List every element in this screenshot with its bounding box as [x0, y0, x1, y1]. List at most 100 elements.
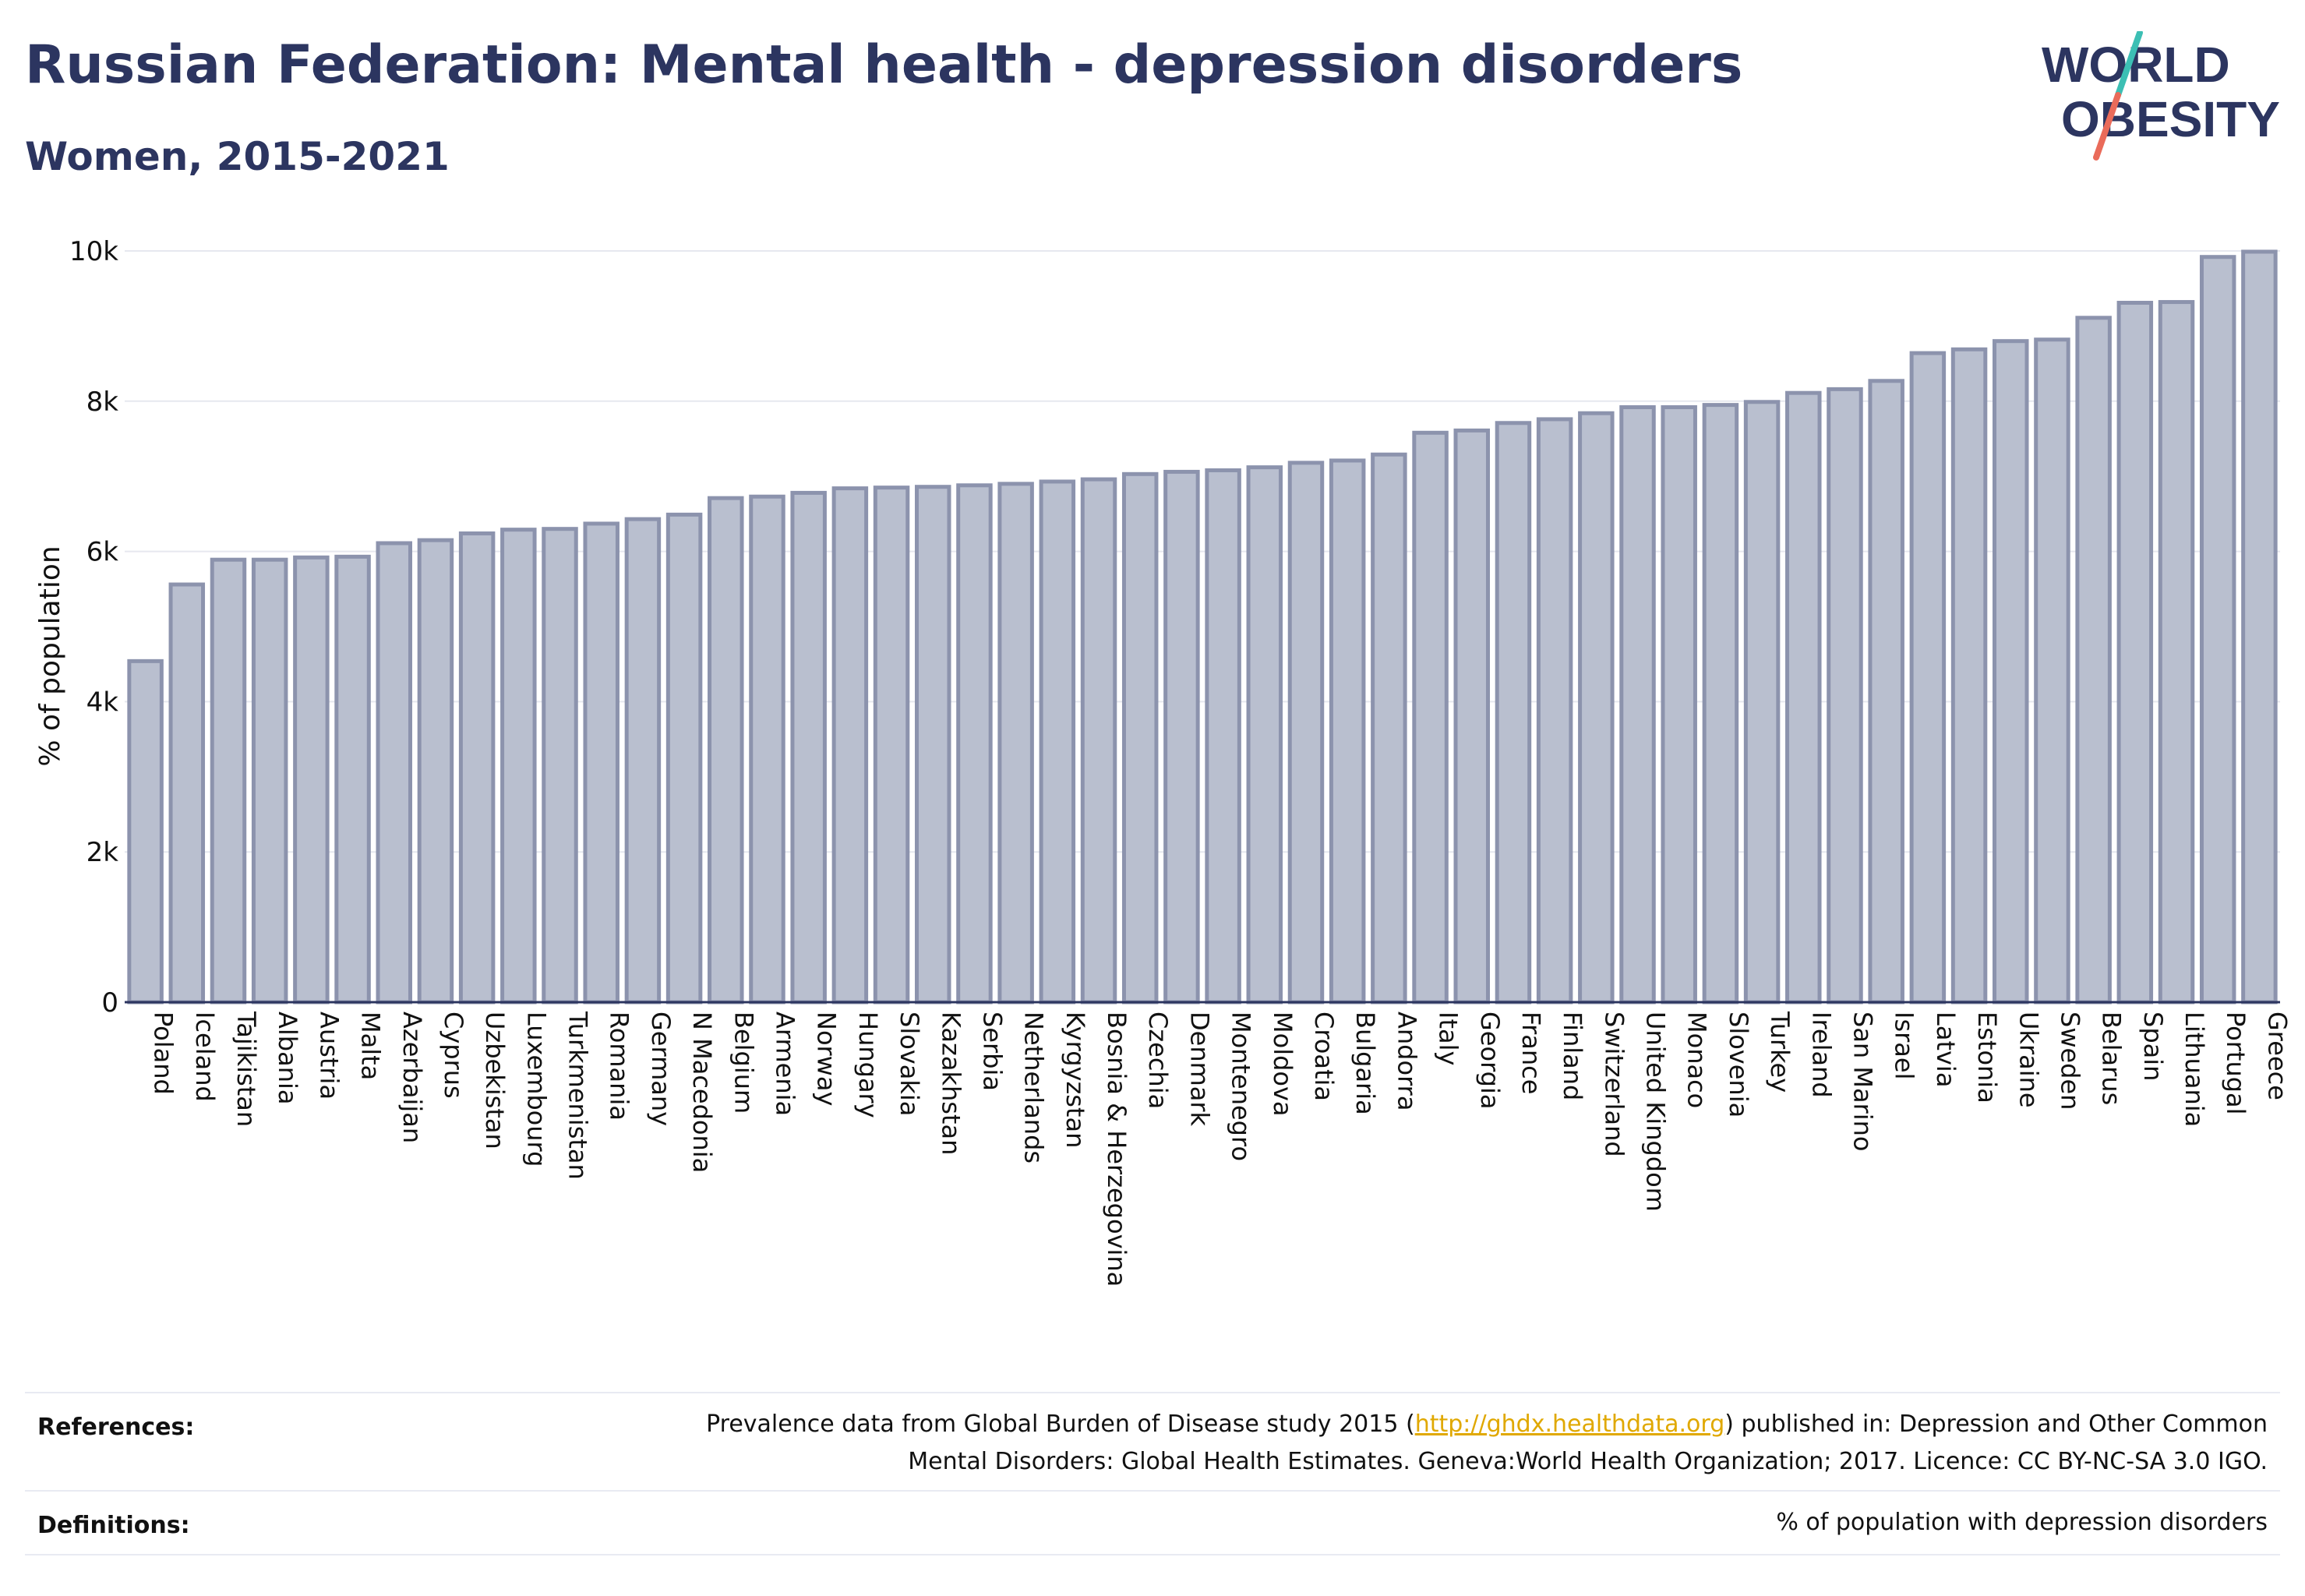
x-tick-label: Switzerland	[1599, 1012, 1629, 1157]
x-tick-label: Romania	[605, 1012, 634, 1121]
bar-kazakhstan	[915, 485, 951, 1005]
bar-turkmenistan	[542, 527, 578, 1005]
x-tick-label: Finland	[1558, 1012, 1587, 1100]
references-pre: Prevalence data from Global Burden of Di…	[706, 1411, 1415, 1438]
x-tick-label: Croatia	[1309, 1012, 1339, 1101]
x-tick-label: Cyprus	[439, 1012, 468, 1099]
bar-moldova	[1246, 465, 1283, 1005]
logo-text-obesity: OBESITY	[2061, 91, 2280, 147]
bar-netherlands	[997, 482, 1034, 1005]
bar-bosnia-herzegovina	[1080, 477, 1117, 1005]
x-tick-label: Uzbekistan	[480, 1012, 510, 1149]
x-tick-label: Moldova	[1268, 1012, 1297, 1117]
x-tick-label: Ireland	[1806, 1012, 1836, 1098]
references-line-1: Prevalence data from Global Burden of Di…	[706, 1406, 2268, 1443]
footer-divider-mid	[25, 1490, 2280, 1492]
x-tick-label: Tajikistan	[231, 1011, 261, 1127]
x-tick-label: Sweden	[2055, 1012, 2084, 1110]
x-tick-label: Denmark	[1184, 1012, 1214, 1127]
x-tick-label: Lithuania	[2180, 1012, 2209, 1127]
references-line-2: Mental Disorders: Global Health Estimate…	[908, 1448, 2268, 1475]
x-tick-label: Italy	[1434, 1012, 1463, 1065]
bar-albania	[251, 557, 288, 1005]
bar-lithuania	[2158, 300, 2195, 1005]
y-tick-label: 6k	[86, 537, 119, 568]
chart-title: Russian Federation: Mental health - depr…	[25, 34, 1743, 96]
bar-switzerland	[1578, 411, 1615, 1005]
bar-slovakia	[873, 486, 910, 1005]
x-tick-label: Malta	[356, 1012, 386, 1080]
x-tick-label: Luxembourg	[521, 1012, 551, 1167]
x-tick-label: Belgium	[729, 1012, 758, 1114]
bar-austria	[293, 555, 330, 1005]
x-tick-label: Latvia	[1931, 1012, 1961, 1087]
y-tick-label: 4k	[86, 687, 119, 718]
bar-croatia	[1287, 461, 1325, 1005]
chart-subtitle: Women, 2015-2021	[25, 134, 450, 179]
x-tick-label: Kyrgyzstan	[1061, 1012, 1090, 1148]
bar-denmark	[1163, 469, 1200, 1005]
bar-estonia	[1950, 347, 1988, 1005]
y-axis-label: % of population	[34, 546, 66, 766]
bar-tajikistan	[210, 557, 247, 1005]
bar-serbia	[956, 483, 993, 1005]
bar-ireland	[1785, 390, 1822, 1005]
x-tick-label: Montenegro	[1227, 1012, 1256, 1161]
x-tick-label: Czechia	[1143, 1012, 1173, 1109]
logo-slash-teal	[2115, 31, 2143, 98]
footer-divider-top	[25, 1392, 2280, 1393]
x-tick-label: Ukraine	[2014, 1012, 2043, 1108]
bar-turkey	[1743, 400, 1781, 1005]
x-tick-label: Bosnia & Herzegovina	[1102, 1012, 1131, 1287]
bar-uzbekistan	[458, 531, 496, 1005]
x-tick-label: Estonia	[1972, 1012, 2002, 1103]
bar-andorra	[1371, 452, 1407, 1005]
bar-monaco	[1661, 405, 1697, 1005]
x-tick-label: Andorra	[1392, 1012, 1421, 1110]
world-obesity-logo: WORLD OBESITY	[2042, 31, 2280, 161]
x-tick-label: Hungary	[853, 1012, 883, 1118]
x-tick-label: Turkmenistan	[563, 1011, 593, 1180]
bar-italy	[1412, 430, 1449, 1005]
bar-latvia	[1909, 351, 1947, 1005]
references-post: ) published in: Depression and Other Com…	[1724, 1411, 2268, 1438]
x-tick-label: Georgia	[1475, 1012, 1505, 1109]
x-tick-label: Monaco	[1682, 1012, 1712, 1108]
bar-finland	[1536, 417, 1573, 1005]
bar-montenegro	[1205, 468, 1241, 1005]
x-tick-label: N Macedonia	[687, 1012, 717, 1173]
footer-divider-bottom	[25, 1554, 2280, 1555]
bars-layer	[127, 249, 2278, 1005]
bar-ukraine	[1993, 339, 2029, 1005]
bar-belgium	[708, 496, 744, 1005]
bar-luxembourg	[500, 528, 537, 1005]
bar-hungary	[831, 486, 869, 1005]
bar-romania	[583, 521, 619, 1005]
y-tick-label: 10k	[69, 236, 118, 267]
x-tick-label: Spain	[2138, 1012, 2168, 1081]
x-tick-label: Kazakhstan	[936, 1012, 965, 1155]
references-row: References: Prevalence data from Global …	[25, 1406, 2280, 1484]
bar-greece	[2241, 249, 2278, 1005]
bar-kyrgyzstan	[1039, 479, 1076, 1005]
x-tick-label: Bulgaria	[1350, 1012, 1380, 1115]
x-tick-label: Iceland	[190, 1012, 220, 1102]
x-tick-label: Netherlands	[1019, 1012, 1049, 1163]
x-tick-label: Israel	[1890, 1012, 1919, 1079]
bar-bulgaria	[1329, 458, 1366, 1005]
bar-united-kingdom	[1619, 405, 1656, 1005]
bar-sweden	[2034, 337, 2070, 1005]
bar-france	[1495, 421, 1532, 1005]
references-link[interactable]: http://ghdx.healthdata.org	[1414, 1411, 1725, 1438]
bar-portugal	[2199, 255, 2236, 1005]
x-tick-label: Turkey	[1765, 1011, 1795, 1093]
x-tick-label: Belarus	[2097, 1012, 2127, 1105]
axis-layer: 0 2k 4k 6k 8k 10k Poland Iceland Tajikistan Alban…	[69, 236, 2292, 1287]
x-tick-label: Albania	[273, 1012, 302, 1104]
x-tick-label: Armenia	[770, 1012, 800, 1116]
bar-armenia	[749, 494, 785, 1005]
y-tick-label: 2k	[86, 837, 119, 868]
x-tick-label: Azerbaijan	[397, 1012, 427, 1143]
bar-belarus	[2075, 316, 2112, 1005]
bar-germany	[624, 517, 662, 1005]
